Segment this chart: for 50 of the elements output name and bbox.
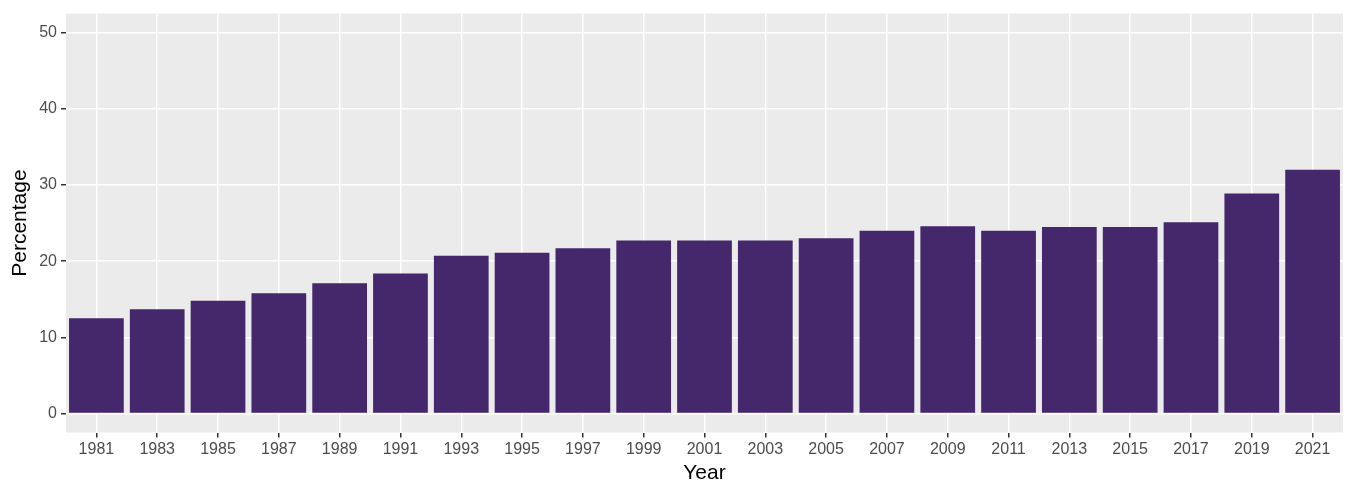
x-tick-label: 2003 bbox=[747, 439, 784, 457]
x-tick-label: 1999 bbox=[625, 439, 662, 457]
bar bbox=[616, 240, 672, 413]
x-tick-label: 2007 bbox=[869, 439, 905, 457]
y-tick-label: 50 bbox=[39, 23, 58, 41]
bar bbox=[677, 240, 732, 413]
x-tick-label: 1985 bbox=[200, 439, 236, 457]
x-tick-label: 2005 bbox=[808, 439, 845, 457]
bar bbox=[433, 255, 489, 413]
x-axis-title: Year bbox=[683, 460, 726, 484]
bar bbox=[190, 300, 246, 413]
x-tick-label: 1993 bbox=[443, 439, 480, 457]
bar bbox=[920, 226, 976, 413]
bar bbox=[312, 283, 368, 413]
x-tick-label: 1997 bbox=[565, 439, 601, 457]
x-tick-label: 2009 bbox=[929, 439, 966, 457]
bar bbox=[69, 318, 124, 413]
y-axis-title: Percentage bbox=[7, 169, 31, 277]
bar bbox=[981, 230, 1036, 413]
bar bbox=[798, 238, 854, 413]
bar bbox=[1285, 169, 1340, 413]
bar bbox=[737, 240, 793, 413]
x-tick-label: 1991 bbox=[382, 439, 419, 457]
bar bbox=[1102, 226, 1158, 413]
x-tick-label: 1987 bbox=[261, 439, 297, 457]
x-tick-label: 2017 bbox=[1173, 439, 1209, 457]
bar bbox=[1224, 193, 1280, 413]
bar bbox=[859, 230, 915, 413]
y-tick-label: 40 bbox=[39, 99, 58, 117]
x-tick-label: 1981 bbox=[78, 439, 115, 457]
bar bbox=[129, 309, 185, 413]
bar bbox=[494, 252, 550, 413]
bar bbox=[1163, 222, 1219, 413]
y-tick-label: 10 bbox=[39, 327, 58, 345]
x-tick-label: 2019 bbox=[1233, 439, 1270, 457]
x-tick-label: 1989 bbox=[321, 439, 358, 457]
bar bbox=[251, 293, 307, 413]
x-tick-label: 2013 bbox=[1051, 439, 1088, 457]
x-tick-label: 2021 bbox=[1294, 439, 1331, 457]
bar bbox=[555, 248, 611, 413]
y-tick-label: 0 bbox=[48, 403, 58, 421]
bar bbox=[373, 273, 428, 413]
y-tick-label: 20 bbox=[39, 251, 58, 269]
bar bbox=[1041, 226, 1097, 413]
x-tick-label: 2015 bbox=[1112, 439, 1149, 457]
x-tick-label: 2001 bbox=[686, 439, 723, 457]
x-tick-label: 2011 bbox=[991, 439, 1026, 457]
y-tick-label: 30 bbox=[39, 175, 58, 193]
x-tick-label: 1983 bbox=[139, 439, 176, 457]
x-tick-label: 1995 bbox=[504, 439, 540, 457]
